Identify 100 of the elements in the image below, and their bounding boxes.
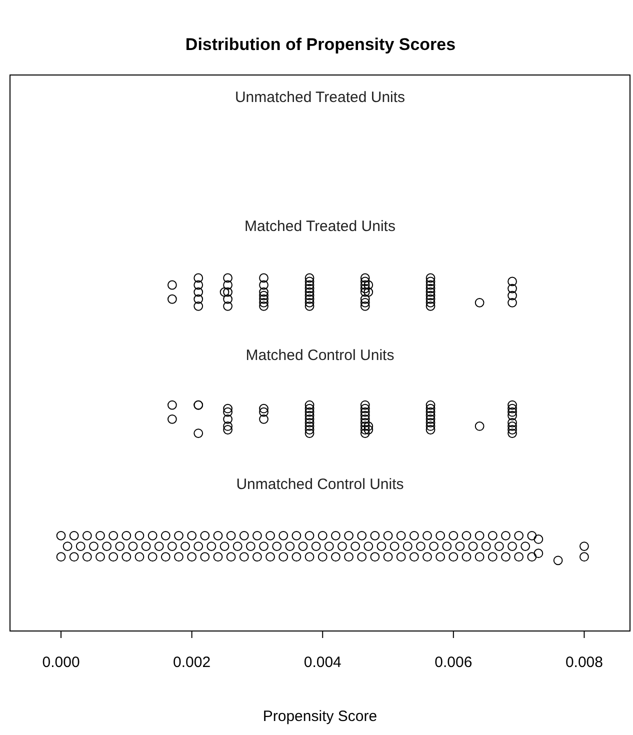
point <box>508 404 517 414</box>
point <box>223 287 232 297</box>
point <box>304 418 314 428</box>
x-tick-label: 0.002 <box>173 654 211 671</box>
point <box>304 414 314 424</box>
point <box>474 298 484 308</box>
point <box>426 414 436 424</box>
point <box>304 294 314 304</box>
point <box>304 276 314 286</box>
point <box>259 407 268 417</box>
point <box>360 284 370 294</box>
point <box>304 280 314 290</box>
point <box>508 410 517 420</box>
point <box>223 407 232 417</box>
x-tick-label: 0.004 <box>304 654 342 671</box>
x-tick-label: 0.008 <box>565 654 603 671</box>
point <box>508 428 517 438</box>
point <box>360 428 370 438</box>
point <box>508 407 517 417</box>
point <box>426 400 436 410</box>
point <box>167 280 177 290</box>
point <box>259 273 268 283</box>
point <box>304 410 314 420</box>
point <box>360 418 370 428</box>
point <box>360 400 370 410</box>
point <box>167 414 177 424</box>
text: Unmatched Treated Units <box>234 89 406 106</box>
point <box>304 290 314 300</box>
point <box>426 290 436 300</box>
point <box>304 287 314 297</box>
point <box>426 410 436 420</box>
point <box>194 294 204 304</box>
point <box>360 298 370 308</box>
point <box>474 422 484 431</box>
point <box>194 273 204 283</box>
point <box>167 294 177 304</box>
point <box>426 418 436 428</box>
point <box>364 287 374 297</box>
point <box>304 273 314 283</box>
point <box>360 287 370 297</box>
point <box>426 301 436 311</box>
point <box>360 280 370 290</box>
point <box>508 422 517 431</box>
point <box>223 425 232 434</box>
point <box>223 280 232 290</box>
point <box>426 294 436 304</box>
point <box>508 298 517 308</box>
point <box>259 280 268 290</box>
point <box>426 422 436 431</box>
point <box>360 407 370 417</box>
point <box>364 280 374 290</box>
point <box>508 284 517 294</box>
point <box>304 422 314 431</box>
point <box>259 287 268 297</box>
point <box>508 400 517 410</box>
point <box>426 425 436 434</box>
point <box>360 294 370 304</box>
point <box>304 284 314 294</box>
point <box>426 284 436 294</box>
point <box>508 290 517 300</box>
point <box>304 298 314 308</box>
point <box>259 298 268 308</box>
point <box>304 407 314 417</box>
point <box>167 400 177 410</box>
point <box>360 273 370 283</box>
point <box>194 428 204 438</box>
point <box>508 425 517 434</box>
point <box>304 425 314 434</box>
point <box>259 404 268 414</box>
point <box>360 422 370 431</box>
point <box>426 404 436 414</box>
point <box>259 290 268 300</box>
point <box>194 301 204 311</box>
point <box>364 422 374 431</box>
point <box>194 280 204 290</box>
point <box>220 287 230 297</box>
point <box>426 298 436 308</box>
point <box>259 294 268 304</box>
point <box>223 414 232 424</box>
chart-title: Distribution of Propensity Scores <box>185 35 456 54</box>
annotation: Unmatched Control Units <box>236 476 404 494</box>
x-tick-label: 0.000 <box>42 654 80 671</box>
point <box>360 301 370 311</box>
point <box>360 414 370 424</box>
point <box>223 422 232 431</box>
point <box>259 301 268 311</box>
point <box>426 280 436 290</box>
point <box>426 273 436 283</box>
point <box>223 273 232 283</box>
point <box>304 428 314 438</box>
point <box>304 404 314 414</box>
point <box>360 276 370 286</box>
point <box>426 276 436 286</box>
point <box>259 414 268 424</box>
point <box>360 404 370 414</box>
point <box>426 287 436 297</box>
point <box>304 301 314 311</box>
point <box>508 276 517 286</box>
text: Matched Treated Units <box>244 218 396 236</box>
x-tick-label: 0.006 <box>434 654 472 671</box>
